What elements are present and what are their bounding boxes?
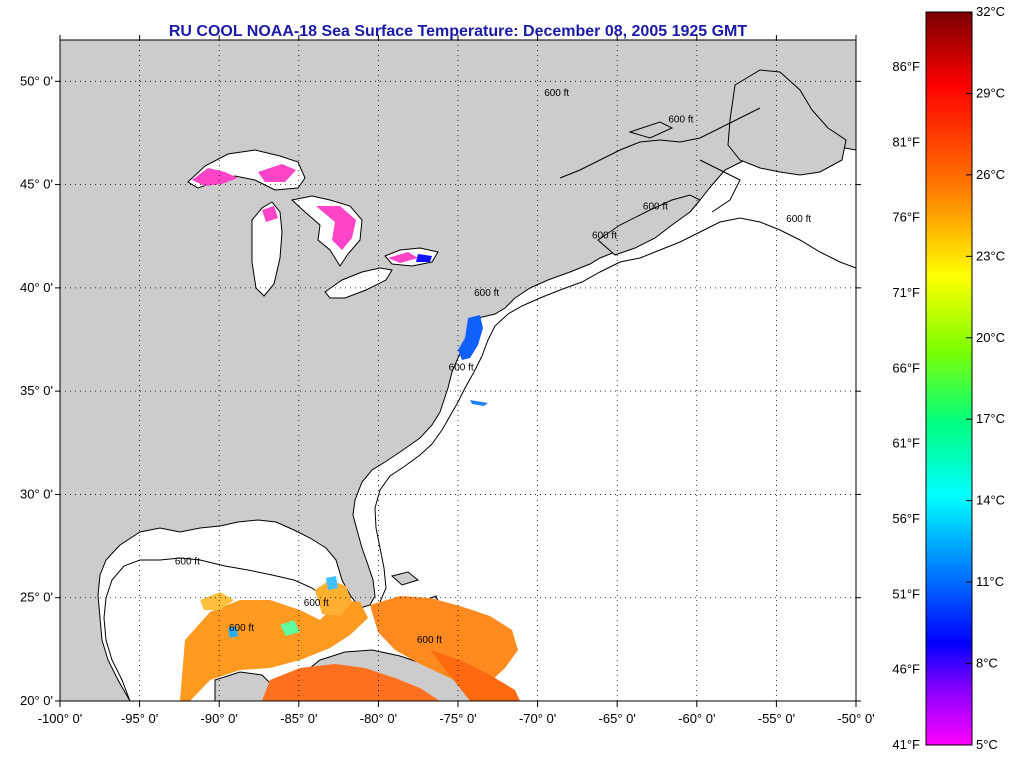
map-grid bbox=[60, 40, 856, 701]
isobath-label: 600 ft bbox=[474, 288, 499, 299]
isobath-label: 600 ft bbox=[544, 88, 569, 99]
lake-michigan bbox=[251, 201, 283, 297]
map-title: RU COOL NOAA-18 Sea Surface Temperature:… bbox=[168, 23, 748, 40]
isobath-label: 600 ft bbox=[592, 230, 617, 241]
lon-tick-label: -85° 0' bbox=[280, 711, 317, 726]
colorbar-fahrenheit-label: 81°F bbox=[892, 134, 920, 149]
lon-tick-label: -75° 0' bbox=[439, 711, 476, 726]
colorbar-fahrenheit-label: 46°F bbox=[892, 662, 920, 677]
colorbar-fahrenheit-label: 51°F bbox=[892, 586, 920, 601]
colorbar-fahrenheit-label: 76°F bbox=[892, 210, 920, 225]
colorbar-celsius-label: 32°C bbox=[976, 4, 1005, 19]
lon-tick-label: -80° 0' bbox=[360, 711, 397, 726]
lon-tick-label: -90° 0' bbox=[201, 711, 238, 726]
isobath-label: 600 ft bbox=[304, 598, 329, 609]
lat-tick-label: 25° 0' bbox=[20, 590, 53, 605]
colorbar-fahrenheit-label: 41°F bbox=[892, 737, 920, 752]
lat-tick-label: 40° 0' bbox=[20, 280, 53, 295]
colorbar-celsius-label: 20°C bbox=[976, 330, 1005, 345]
isobath-label: 600 ft bbox=[175, 557, 200, 568]
great-lakes bbox=[187, 149, 439, 299]
isobath-label: 600 ft bbox=[786, 214, 811, 225]
lon-tick-label: -55° 0' bbox=[758, 711, 795, 726]
isobath-label: 600 ft bbox=[449, 363, 474, 374]
colorbar-celsius-label: 11°C bbox=[976, 574, 1004, 589]
colorbar-celsius-label: 14°C bbox=[976, 493, 1005, 508]
lon-tick-label: -95° 0' bbox=[121, 711, 158, 726]
lon-tick-label: -50° 0' bbox=[837, 711, 874, 726]
colorbar-celsius-label: 29°C bbox=[976, 85, 1005, 100]
lake-erie bbox=[324, 267, 393, 299]
colorbar-gradient bbox=[925, 11, 973, 746]
isobath-labels: 600 ft 600 ft 600 ft 600 ft 600 ft 600 ft 600 … bbox=[175, 88, 812, 646]
isobath-label: 600 ft bbox=[417, 635, 442, 646]
colorbar-celsius-label: 17°C bbox=[976, 411, 1005, 426]
anticosti-island bbox=[628, 121, 674, 139]
colorbar-fahrenheit-label: 56°F bbox=[892, 511, 920, 526]
map-axis-ticks: 50° 0' 45° 0' 40° 0' 35° 0' 30° 0' 25° 0' 20° … bbox=[20, 35, 875, 726]
colorbar-fahrenheit-label: 66°F bbox=[892, 360, 920, 375]
isobath-label: 600 ft bbox=[229, 623, 254, 634]
colorbar-celsius-label: 8°C bbox=[976, 656, 998, 671]
colorbar-fahrenheit-label: 61°F bbox=[892, 436, 920, 451]
mid-atlantic-sst-patch bbox=[458, 315, 483, 360]
colorbar-fahrenheit-label: 86°F bbox=[892, 59, 920, 74]
lat-tick-label: 50° 0' bbox=[20, 73, 53, 88]
colorbar-celsius-label: 23°C bbox=[976, 248, 1005, 263]
lat-tick-label: 45° 0' bbox=[20, 177, 53, 192]
lat-tick-label: 30° 0' bbox=[20, 486, 53, 501]
colorbar-celsius-label: 26°C bbox=[976, 167, 1005, 182]
colorbar-fahrenheit-label: 71°F bbox=[892, 285, 920, 300]
colorbar: 32°C 29°C 26°C 23°C 20°C 17°C 14°C 11°C 8°C 5°C 86… bbox=[892, 4, 1005, 752]
isobath-label: 600 ft bbox=[668, 115, 693, 126]
colorbar-labels: 32°C 29°C 26°C 23°C 20°C 17°C 14°C 11°C 8°C 5°C 86… bbox=[892, 4, 1005, 752]
gulf-sst-patches bbox=[180, 576, 520, 701]
colorbar-celsius-label: 5°C bbox=[976, 737, 998, 752]
lon-tick-label: -65° 0' bbox=[599, 711, 636, 726]
lon-tick-label: -70° 0' bbox=[519, 711, 556, 726]
lat-tick-label: 35° 0' bbox=[20, 383, 53, 398]
isobath-label: 600 ft bbox=[643, 201, 668, 212]
lon-tick-label: -60° 0' bbox=[678, 711, 715, 726]
lon-tick-label: -100° 0' bbox=[38, 711, 83, 726]
lat-tick-label: 20° 0' bbox=[20, 693, 53, 708]
nova-scotia-land bbox=[597, 194, 701, 256]
